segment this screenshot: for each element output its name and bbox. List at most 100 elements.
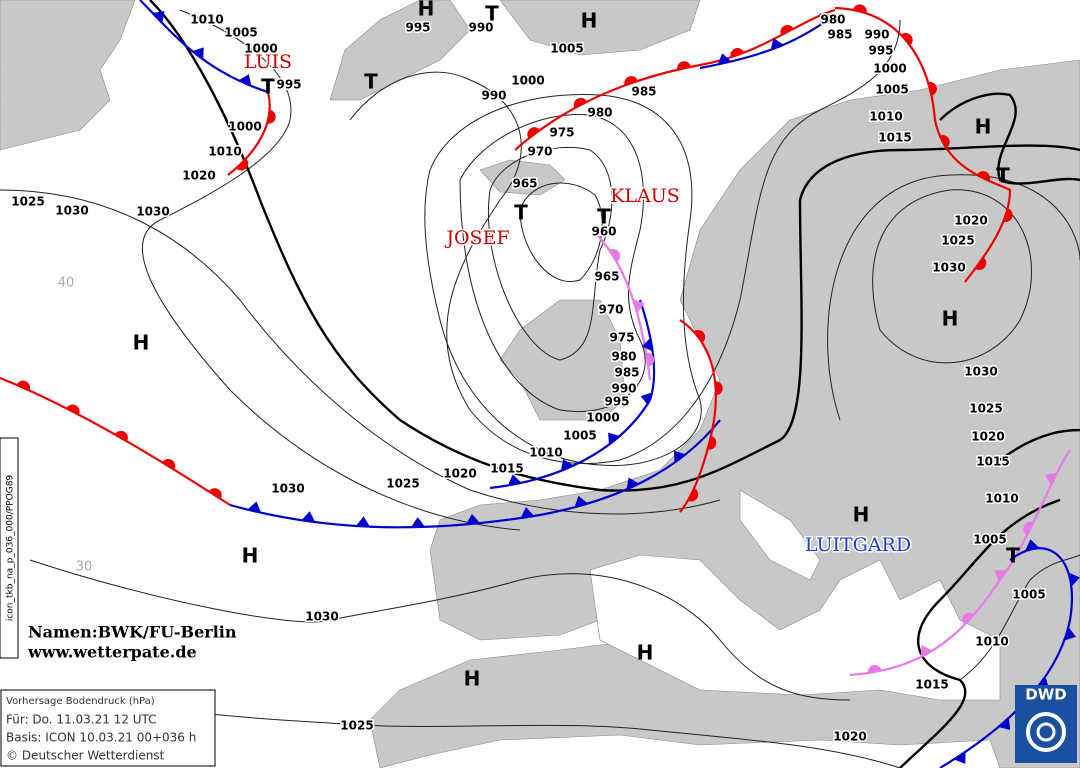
front-symbol xyxy=(928,81,937,96)
isobar-label: 995 xyxy=(276,78,301,92)
isobar-label: 970 xyxy=(598,303,623,317)
isobar-label: 985 xyxy=(827,28,852,42)
pressure-center: H xyxy=(464,667,481,691)
latitude-label: 30 xyxy=(76,560,93,575)
pressure-center: T xyxy=(597,205,611,229)
low-name: JOSEF xyxy=(444,227,509,249)
isobar-label: 980 xyxy=(820,13,845,27)
front-symbol xyxy=(1068,572,1080,587)
pressure-center: H xyxy=(975,115,992,139)
front-symbol xyxy=(520,507,535,519)
isobar-label: 1030 xyxy=(305,610,338,624)
warm-front xyxy=(679,319,717,513)
isobar-label: 985 xyxy=(614,366,639,380)
isobar-label: 1015 xyxy=(976,455,1009,469)
front-symbol xyxy=(301,511,316,523)
front-symbol xyxy=(852,4,867,14)
pressure-center: H xyxy=(637,641,654,665)
latitude-label: 40 xyxy=(58,276,75,291)
low-name: LUITGARD xyxy=(805,534,911,556)
front-symbol xyxy=(640,392,653,406)
info-line: Vorhersage Bodendruck (hPa) xyxy=(6,696,155,707)
isobar-label: 985 xyxy=(631,85,656,99)
front-symbol xyxy=(677,61,692,70)
isobar-label: 1015 xyxy=(915,678,948,692)
occluded-front xyxy=(597,235,652,381)
front-symbol xyxy=(411,517,425,528)
front-symbol xyxy=(465,513,480,525)
isobar-label: 1010 xyxy=(529,446,562,460)
front-symbol xyxy=(867,665,882,674)
front-symbol xyxy=(730,48,745,58)
cold-front xyxy=(489,299,656,490)
credit: www.wetterpate.de xyxy=(27,643,197,662)
isobar-label: 1000 xyxy=(586,411,619,425)
isobar-label: 990 xyxy=(611,382,636,396)
isobar-label: 1020 xyxy=(954,214,987,228)
pressure-center: H xyxy=(942,307,959,331)
pressure-center: H xyxy=(853,503,870,527)
low-name: LUIS xyxy=(244,51,292,73)
isobar-label: 970 xyxy=(527,145,552,159)
info-line: © Deutscher Wetterdienst xyxy=(6,749,165,763)
warm-front xyxy=(514,8,836,151)
isobar-label: 1005 xyxy=(1012,588,1045,602)
front-symbol xyxy=(1064,627,1076,641)
isobar-label: 1010 xyxy=(869,110,902,124)
isobar-label: 965 xyxy=(594,270,619,284)
pressure-center: T xyxy=(485,2,499,26)
pressure-center: T xyxy=(514,201,528,225)
isobar-label: 1025 xyxy=(969,402,1002,416)
isobar-label: 1010 xyxy=(985,492,1018,506)
front-symbol xyxy=(780,25,794,36)
front-symbol xyxy=(114,430,128,442)
pressure-center: H xyxy=(242,544,259,568)
isobar-label: 1010 xyxy=(208,145,241,159)
pressure-center: T xyxy=(261,75,275,99)
isobar-label: 1020 xyxy=(833,730,866,744)
pressure-center: T xyxy=(364,70,378,94)
front-symbol xyxy=(192,47,204,60)
front-symbol xyxy=(975,257,987,271)
front-symbol xyxy=(624,76,638,86)
logo-text: DWD xyxy=(1025,686,1066,704)
front-symbol xyxy=(715,381,723,396)
isobar-label: 1000 xyxy=(873,62,906,76)
pressure-center: H xyxy=(133,331,150,355)
warm-front xyxy=(227,91,271,176)
isobar-label: 1030 xyxy=(271,482,304,496)
isobar-label: 1015 xyxy=(490,462,523,476)
front-symbol xyxy=(633,299,645,313)
isobar-label: 1005 xyxy=(973,533,1006,547)
info-line: Für: Do. 11.03.21 12 UTC xyxy=(6,713,157,727)
isobar-label: 995 xyxy=(405,21,430,35)
front-symbol xyxy=(976,171,990,182)
front-symbol xyxy=(770,38,784,50)
front-symbol xyxy=(674,450,686,463)
front-symbol xyxy=(162,458,176,470)
front-symbol xyxy=(608,432,620,445)
front-symbol xyxy=(267,109,276,124)
front-symbol xyxy=(626,477,640,490)
isobar-label: 1025 xyxy=(340,719,373,733)
isobar-label: 1005 xyxy=(224,26,257,40)
front-symbol xyxy=(208,488,222,499)
front-symbol xyxy=(527,127,540,139)
isobar-label: 960 xyxy=(591,225,616,239)
isobar-label: 1020 xyxy=(182,169,215,183)
isobar-label: 975 xyxy=(549,126,574,140)
front-symbol xyxy=(962,612,974,625)
isobar-label: 1030 xyxy=(964,365,997,379)
front-symbol xyxy=(998,717,1011,730)
front-symbol xyxy=(901,33,913,46)
front-symbol xyxy=(1025,539,1040,551)
front-symbol xyxy=(688,488,699,502)
front-symbol xyxy=(247,501,262,513)
logo-swirl xyxy=(1036,722,1056,742)
front-symbol xyxy=(707,435,717,450)
logo-swirl xyxy=(1026,712,1066,752)
pressure-center: H xyxy=(418,0,435,21)
isobar-label: 1025 xyxy=(11,195,44,209)
front-symbol xyxy=(641,337,653,352)
front-symbol xyxy=(646,352,655,367)
